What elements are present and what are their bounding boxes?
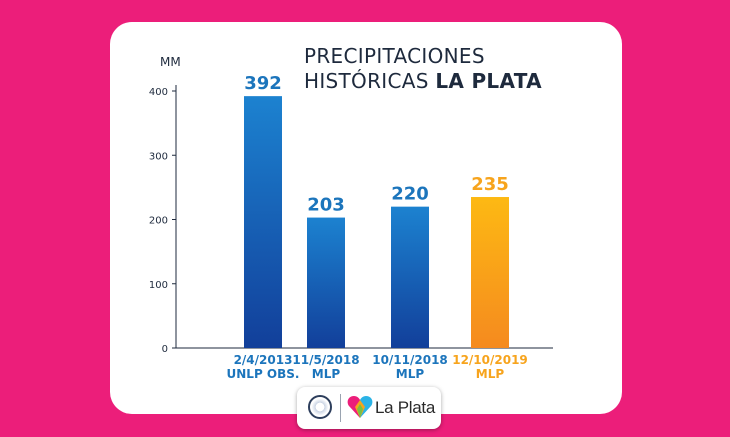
- title-line-1: PRECIPITACIONES: [304, 44, 485, 68]
- bar-value-label: 235: [471, 174, 509, 195]
- municipal-seal-icon: [308, 395, 332, 419]
- bar-value-label: 392: [244, 73, 282, 94]
- heart-logo-icon: [347, 396, 373, 418]
- bar-value-label: 220: [391, 184, 429, 205]
- y-tick-label: 300: [149, 151, 168, 162]
- bar: [244, 96, 282, 348]
- x-tick-label-date: 11/5/2018: [292, 353, 359, 367]
- title-line-2: HISTÓRICAS LA PLATA: [304, 69, 604, 94]
- chart-title: PRECIPITACIONES HISTÓRICAS LA PLATA: [304, 44, 604, 94]
- y-tick-label: 0: [162, 344, 168, 355]
- x-tick-label-date: 2/4/2013: [234, 353, 293, 367]
- y-tick-label: 100: [149, 280, 168, 291]
- logo-divider: [340, 394, 341, 422]
- la-plata-logo-badge: La Plata: [297, 387, 441, 429]
- bar: [471, 197, 509, 348]
- x-tick-label-source: MLP: [396, 367, 425, 381]
- x-tick-label-date: 12/10/2019: [452, 353, 528, 367]
- x-tick-label-date: 10/11/2018: [372, 353, 448, 367]
- bar: [391, 206, 429, 348]
- x-tick-label-source: MLP: [312, 367, 341, 381]
- x-tick-label-source: UNLP OBS.: [227, 367, 300, 381]
- y-axis-unit-label: MM: [160, 55, 181, 69]
- title-line-2-prefix: HISTÓRICAS: [304, 69, 436, 93]
- chart-card: [110, 22, 622, 414]
- bar-value-label: 203: [307, 195, 345, 216]
- bar: [307, 217, 345, 348]
- brand-name: La Plata: [375, 398, 435, 417]
- y-tick-label: 400: [149, 87, 168, 98]
- x-tick-label-source: MLP: [476, 367, 505, 381]
- title-line-2-bold: LA PLATA: [435, 69, 542, 93]
- y-tick-label: 200: [149, 216, 168, 227]
